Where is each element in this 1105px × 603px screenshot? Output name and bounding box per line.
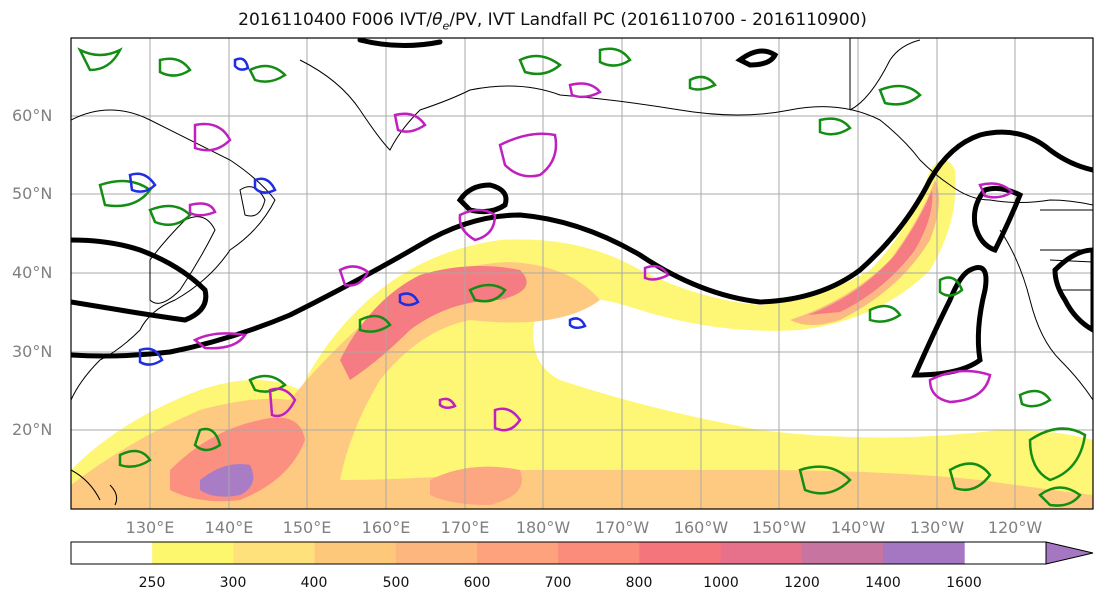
- colorbar-tick-label: 700: [544, 575, 572, 591]
- lon-label: 120°W: [987, 518, 1043, 537]
- lon-label: 160°E: [361, 518, 411, 537]
- lat-label: 30°N: [12, 342, 53, 361]
- lon-label: 130°E: [125, 518, 175, 537]
- lat-label: 40°N: [12, 263, 53, 282]
- colorbar-tick-label: 1400: [865, 575, 901, 591]
- colorbar-segment: [558, 542, 640, 564]
- lat-label: 60°N: [12, 106, 53, 125]
- lon-label: 140°E: [204, 518, 254, 537]
- lon-label: 150°W: [751, 518, 807, 537]
- colorbar-tick-label: 500: [382, 575, 410, 591]
- colorbar-tick-label: 300: [219, 575, 247, 591]
- lat-label: 50°N: [12, 184, 53, 203]
- map-title: 2016110400 F006 IVT/θe/PV, IVT Landfall …: [238, 10, 867, 33]
- colorbar-segment: [395, 542, 478, 564]
- lat-label: 20°N: [12, 420, 53, 439]
- colorbar-segment: [477, 542, 559, 564]
- colorbar-segment: [883, 542, 965, 564]
- colorbar: [71, 542, 965, 564]
- colorbar-tick-label: 1200: [784, 575, 820, 591]
- lon-label: 170°E: [440, 518, 490, 537]
- lon-label: 150°E: [282, 518, 332, 537]
- lon-label: 170°W: [594, 518, 650, 537]
- colorbar-segment: [639, 542, 722, 564]
- colorbar-tick-label: 800: [625, 575, 653, 591]
- pv-contours: [71, 38, 1093, 378]
- green-contours: [77, 47, 1087, 507]
- colorbar-tick-label: 600: [463, 575, 491, 591]
- colorbar-segment: [233, 542, 316, 564]
- colorbar-segment: [71, 542, 153, 564]
- colorbar-segment: [801, 542, 884, 564]
- magenta-contours: [188, 82, 1014, 432]
- colorbar-extend-arrow: [1045, 541, 1094, 565]
- colorbar-tick-label: 1600: [946, 575, 982, 591]
- lon-label: 140°W: [830, 518, 886, 537]
- lon-label: 160°W: [673, 518, 729, 537]
- colorbar-tick-label: 250: [138, 575, 166, 591]
- colorbar-segment: [152, 542, 234, 564]
- colorbar-segment: [314, 542, 397, 564]
- coastlines: [71, 38, 1093, 506]
- colorbar-tick-label: 1000: [703, 575, 739, 591]
- lon-label: 130°W: [909, 518, 965, 537]
- colorbar-frame: [70, 541, 1047, 565]
- map-frame: [70, 37, 1094, 510]
- ivt-shading: [71, 160, 1093, 509]
- lon-label: 180°W: [515, 518, 571, 537]
- colorbar-segment: [720, 542, 803, 564]
- blue-contours: [128, 57, 587, 366]
- colorbar-tick-label: 400: [300, 575, 328, 591]
